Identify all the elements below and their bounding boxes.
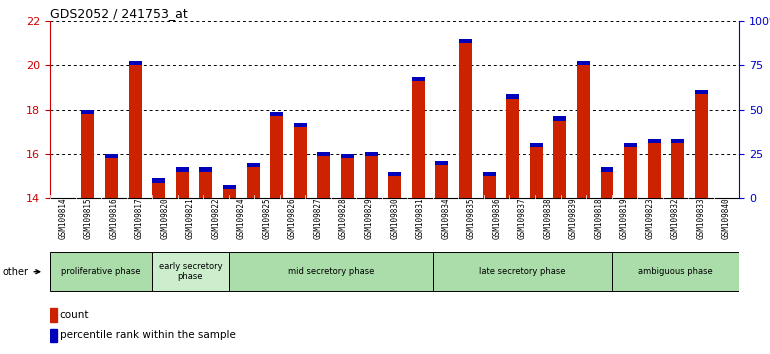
Bar [317, 156, 330, 198]
Bar [483, 172, 496, 176]
Bar [129, 61, 142, 65]
FancyBboxPatch shape [611, 252, 739, 291]
Bar [199, 172, 213, 198]
Text: GSM109831: GSM109831 [416, 198, 424, 239]
Bar [82, 110, 95, 114]
Text: GSM109825: GSM109825 [263, 198, 272, 239]
Text: other: other [2, 267, 40, 277]
Bar [270, 112, 283, 116]
Bar [246, 167, 259, 198]
Text: GSM109837: GSM109837 [517, 198, 527, 239]
Text: GSM109817: GSM109817 [135, 198, 144, 239]
Bar [293, 123, 306, 127]
FancyBboxPatch shape [152, 252, 229, 291]
Bar [82, 114, 95, 198]
Bar [577, 65, 590, 198]
Text: mid secretory phase: mid secretory phase [288, 267, 374, 276]
Bar [459, 44, 472, 198]
Bar [317, 152, 330, 156]
FancyBboxPatch shape [229, 252, 433, 291]
Bar [671, 143, 685, 198]
Bar [199, 167, 213, 172]
Bar [223, 185, 236, 189]
Bar [435, 165, 448, 198]
Text: GSM109834: GSM109834 [441, 198, 450, 239]
Bar [152, 183, 165, 198]
Text: GSM109816: GSM109816 [109, 198, 119, 239]
Bar [624, 143, 637, 147]
Bar [671, 138, 685, 143]
Bar [530, 143, 543, 147]
Text: GSM109823: GSM109823 [645, 198, 654, 239]
Bar [152, 178, 165, 183]
Bar [506, 99, 519, 198]
Text: GSM109821: GSM109821 [186, 198, 195, 239]
Bar [412, 76, 425, 81]
Bar [50, 308, 57, 321]
Bar [364, 152, 377, 156]
Text: GSM109840: GSM109840 [722, 198, 731, 239]
Text: GDS2052 / 241753_at: GDS2052 / 241753_at [50, 7, 188, 20]
Text: ambiguous phase: ambiguous phase [638, 267, 713, 276]
Text: count: count [60, 310, 89, 320]
Bar [577, 61, 590, 65]
Bar [483, 176, 496, 198]
Text: GSM109828: GSM109828 [339, 198, 348, 239]
Bar [388, 176, 401, 198]
Text: GSM109815: GSM109815 [84, 198, 93, 239]
Text: GSM109833: GSM109833 [696, 198, 705, 239]
Bar [50, 329, 57, 342]
Text: GSM109836: GSM109836 [492, 198, 501, 239]
Bar [530, 147, 543, 198]
Text: GSM109832: GSM109832 [671, 198, 680, 239]
Text: GSM109839: GSM109839 [569, 198, 578, 239]
Bar [388, 172, 401, 176]
Bar [176, 172, 189, 198]
Text: GSM109826: GSM109826 [288, 198, 297, 239]
Text: GSM109829: GSM109829 [365, 198, 373, 239]
Text: early secretory
phase: early secretory phase [159, 262, 223, 281]
Bar [435, 161, 448, 165]
Text: GSM109814: GSM109814 [59, 198, 67, 239]
Text: GSM109822: GSM109822 [212, 198, 220, 239]
Bar [506, 94, 519, 99]
Bar [270, 116, 283, 198]
Bar [129, 65, 142, 198]
Text: GSM109818: GSM109818 [594, 198, 604, 239]
Bar [341, 154, 354, 159]
Text: proliferative phase: proliferative phase [62, 267, 141, 276]
Text: GSM109835: GSM109835 [467, 198, 476, 239]
Bar [341, 159, 354, 198]
Text: GSM109824: GSM109824 [237, 198, 246, 239]
Text: GSM109819: GSM109819 [620, 198, 629, 239]
Bar [601, 172, 614, 198]
Text: GSM109820: GSM109820 [160, 198, 169, 239]
Bar [554, 121, 566, 198]
Bar [601, 167, 614, 172]
Text: late secretory phase: late secretory phase [479, 267, 565, 276]
Bar [293, 127, 306, 198]
Bar [176, 167, 189, 172]
Text: percentile rank within the sample: percentile rank within the sample [60, 330, 236, 341]
Text: GSM109827: GSM109827 [313, 198, 323, 239]
Bar [459, 39, 472, 44]
FancyBboxPatch shape [433, 252, 611, 291]
Bar [695, 90, 708, 94]
Bar [412, 81, 425, 198]
Bar [246, 163, 259, 167]
Bar [223, 189, 236, 198]
Bar [554, 116, 566, 121]
Bar [105, 154, 118, 159]
Bar [364, 156, 377, 198]
Bar [105, 159, 118, 198]
Text: GSM109838: GSM109838 [544, 198, 552, 239]
Bar [695, 94, 708, 198]
Bar [648, 138, 661, 143]
Text: GSM109830: GSM109830 [390, 198, 399, 239]
FancyBboxPatch shape [50, 252, 152, 291]
Bar [624, 147, 637, 198]
Bar [648, 143, 661, 198]
